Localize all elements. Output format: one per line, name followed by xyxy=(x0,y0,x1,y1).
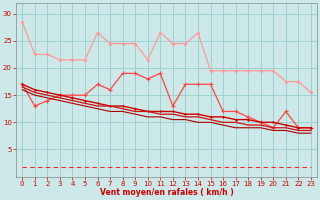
X-axis label: Vent moyen/en rafales ( km/h ): Vent moyen/en rafales ( km/h ) xyxy=(100,188,234,197)
